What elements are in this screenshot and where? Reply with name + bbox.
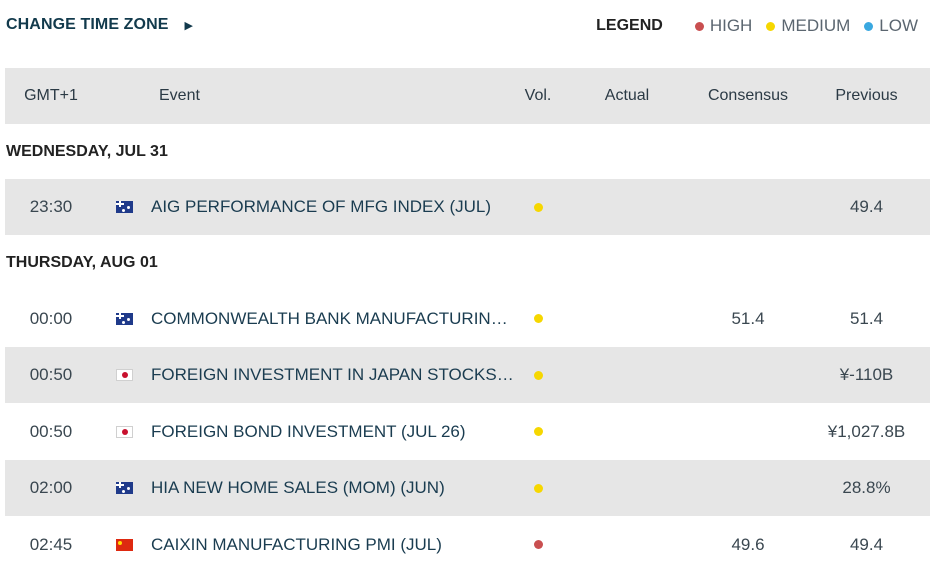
column-header-previous[interactable]: Previous bbox=[835, 87, 898, 104]
event-consensus: 51.4 bbox=[731, 308, 765, 328]
table-row[interactable]: 00:50 FOREIGN BOND INVESTMENT (JUL 26) ¥… bbox=[5, 403, 930, 460]
legend-title: LEGEND bbox=[596, 17, 663, 34]
event-name[interactable]: FOREIGN INVESTMENT IN JAPAN STOCKS (JUL … bbox=[151, 365, 515, 384]
jp-flag-icon bbox=[115, 369, 133, 381]
table-row[interactable]: 23:30 AIG PERFORMANCE OF MFG INDEX (JUL)… bbox=[5, 179, 930, 235]
flag-cell bbox=[97, 482, 151, 494]
volatility-cell bbox=[515, 370, 561, 380]
medium-dot-icon bbox=[533, 202, 543, 212]
column-header-time[interactable]: GMT+1 bbox=[24, 87, 78, 104]
jp-flag-icon bbox=[115, 425, 133, 438]
flag-cell bbox=[97, 425, 151, 438]
event-time: 02:45 bbox=[29, 534, 73, 554]
event-name[interactable]: CAIXIN MANUFACTURING PMI (JUL) bbox=[151, 534, 442, 554]
medium-dot-icon bbox=[533, 370, 543, 380]
legend-label-medium: MEDIUM bbox=[781, 16, 851, 35]
legend-item-low: LOW bbox=[864, 16, 918, 36]
table-header: GMT+1 Event Vol. Actual Consensus Previo… bbox=[5, 68, 930, 124]
legend-item-high: HIGH bbox=[694, 16, 753, 36]
column-header-actual[interactable]: Actual bbox=[604, 87, 650, 104]
column-header-event[interactable]: Event bbox=[159, 87, 200, 104]
event-name[interactable]: AIG PERFORMANCE OF MFG INDEX (JUL) bbox=[151, 197, 492, 216]
event-previous: ¥-110B bbox=[839, 365, 894, 384]
event-previous: ¥1,027.8B bbox=[827, 421, 906, 441]
flag-cell bbox=[97, 312, 151, 325]
column-header-consensus[interactable]: Consensus bbox=[707, 87, 789, 104]
low-dot-icon bbox=[864, 21, 874, 31]
event-name[interactable]: FOREIGN BOND INVESTMENT (JUL 26) bbox=[151, 421, 466, 441]
change-time-zone-button[interactable]: CHANGE TIME ZONE ▶ bbox=[6, 16, 193, 34]
volatility-cell bbox=[515, 540, 561, 549]
high-dot-icon bbox=[533, 540, 543, 549]
legend-item-medium: MEDIUM bbox=[766, 16, 850, 36]
medium-dot-icon bbox=[533, 314, 543, 323]
legend-label-high: HIGH bbox=[709, 16, 753, 35]
medium-dot-icon bbox=[533, 483, 543, 493]
event-consensus: 49.6 bbox=[731, 534, 765, 554]
change-time-zone-label: CHANGE TIME ZONE bbox=[6, 16, 169, 33]
table-row[interactable]: 02:45 CAIXIN MANUFACTURING PMI (JUL) 49.… bbox=[5, 516, 930, 573]
volatility-cell bbox=[515, 202, 561, 212]
medium-dot-icon bbox=[766, 21, 776, 31]
event-name[interactable]: COMMONWEALTH BANK MANUFACTURING PMI (JUL… bbox=[151, 308, 515, 328]
legend-label-low: LOW bbox=[879, 16, 918, 35]
au-flag-icon bbox=[115, 482, 133, 494]
event-time: 00:50 bbox=[29, 421, 73, 441]
economic-calendar-table: GMT+1 Event Vol. Actual Consensus Previo… bbox=[5, 68, 930, 573]
play-arrow-icon: ▶ bbox=[184, 19, 194, 32]
au-flag-icon bbox=[115, 312, 133, 325]
volatility-cell bbox=[515, 483, 561, 493]
column-header-vol[interactable]: Vol. bbox=[524, 87, 552, 104]
volatility-cell bbox=[515, 427, 561, 436]
day-header: WEDNESDAY, JUL 31 bbox=[6, 142, 168, 160]
event-previous: 51.4 bbox=[849, 308, 884, 328]
event-previous: 49.4 bbox=[849, 197, 884, 216]
day-header: THURSDAY, AUG 01 bbox=[6, 253, 158, 271]
table-row[interactable]: 02:00 HIA NEW HOME SALES (MOM) (JUN) 28.… bbox=[5, 460, 930, 516]
event-time: 00:00 bbox=[29, 308, 73, 328]
flag-cell bbox=[97, 201, 151, 213]
medium-dot-icon bbox=[533, 427, 543, 436]
flag-cell bbox=[97, 538, 151, 551]
table-row[interactable]: 00:50 FOREIGN INVESTMENT IN JAPAN STOCKS… bbox=[5, 347, 930, 403]
event-name[interactable]: HIA NEW HOME SALES (MOM) (JUN) bbox=[151, 478, 445, 497]
event-time: 02:00 bbox=[29, 478, 73, 497]
event-time: 23:30 bbox=[29, 197, 73, 216]
volatility-cell bbox=[515, 314, 561, 323]
event-time: 00:50 bbox=[29, 365, 73, 384]
cn-flag-icon bbox=[115, 538, 133, 551]
flag-cell bbox=[97, 369, 151, 381]
au-flag-icon bbox=[115, 201, 133, 213]
top-bar: CHANGE TIME ZONE ▶ LEGEND HIGH MEDIUM LO… bbox=[0, 0, 940, 60]
high-dot-icon bbox=[694, 21, 704, 31]
legend: LEGEND HIGH MEDIUM LOW bbox=[596, 16, 918, 36]
event-previous: 28.8% bbox=[842, 478, 891, 497]
event-previous: 49.4 bbox=[849, 534, 884, 554]
table-row[interactable]: 00:00 COMMONWEALTH BANK MANUFACTURING PM… bbox=[5, 290, 930, 347]
